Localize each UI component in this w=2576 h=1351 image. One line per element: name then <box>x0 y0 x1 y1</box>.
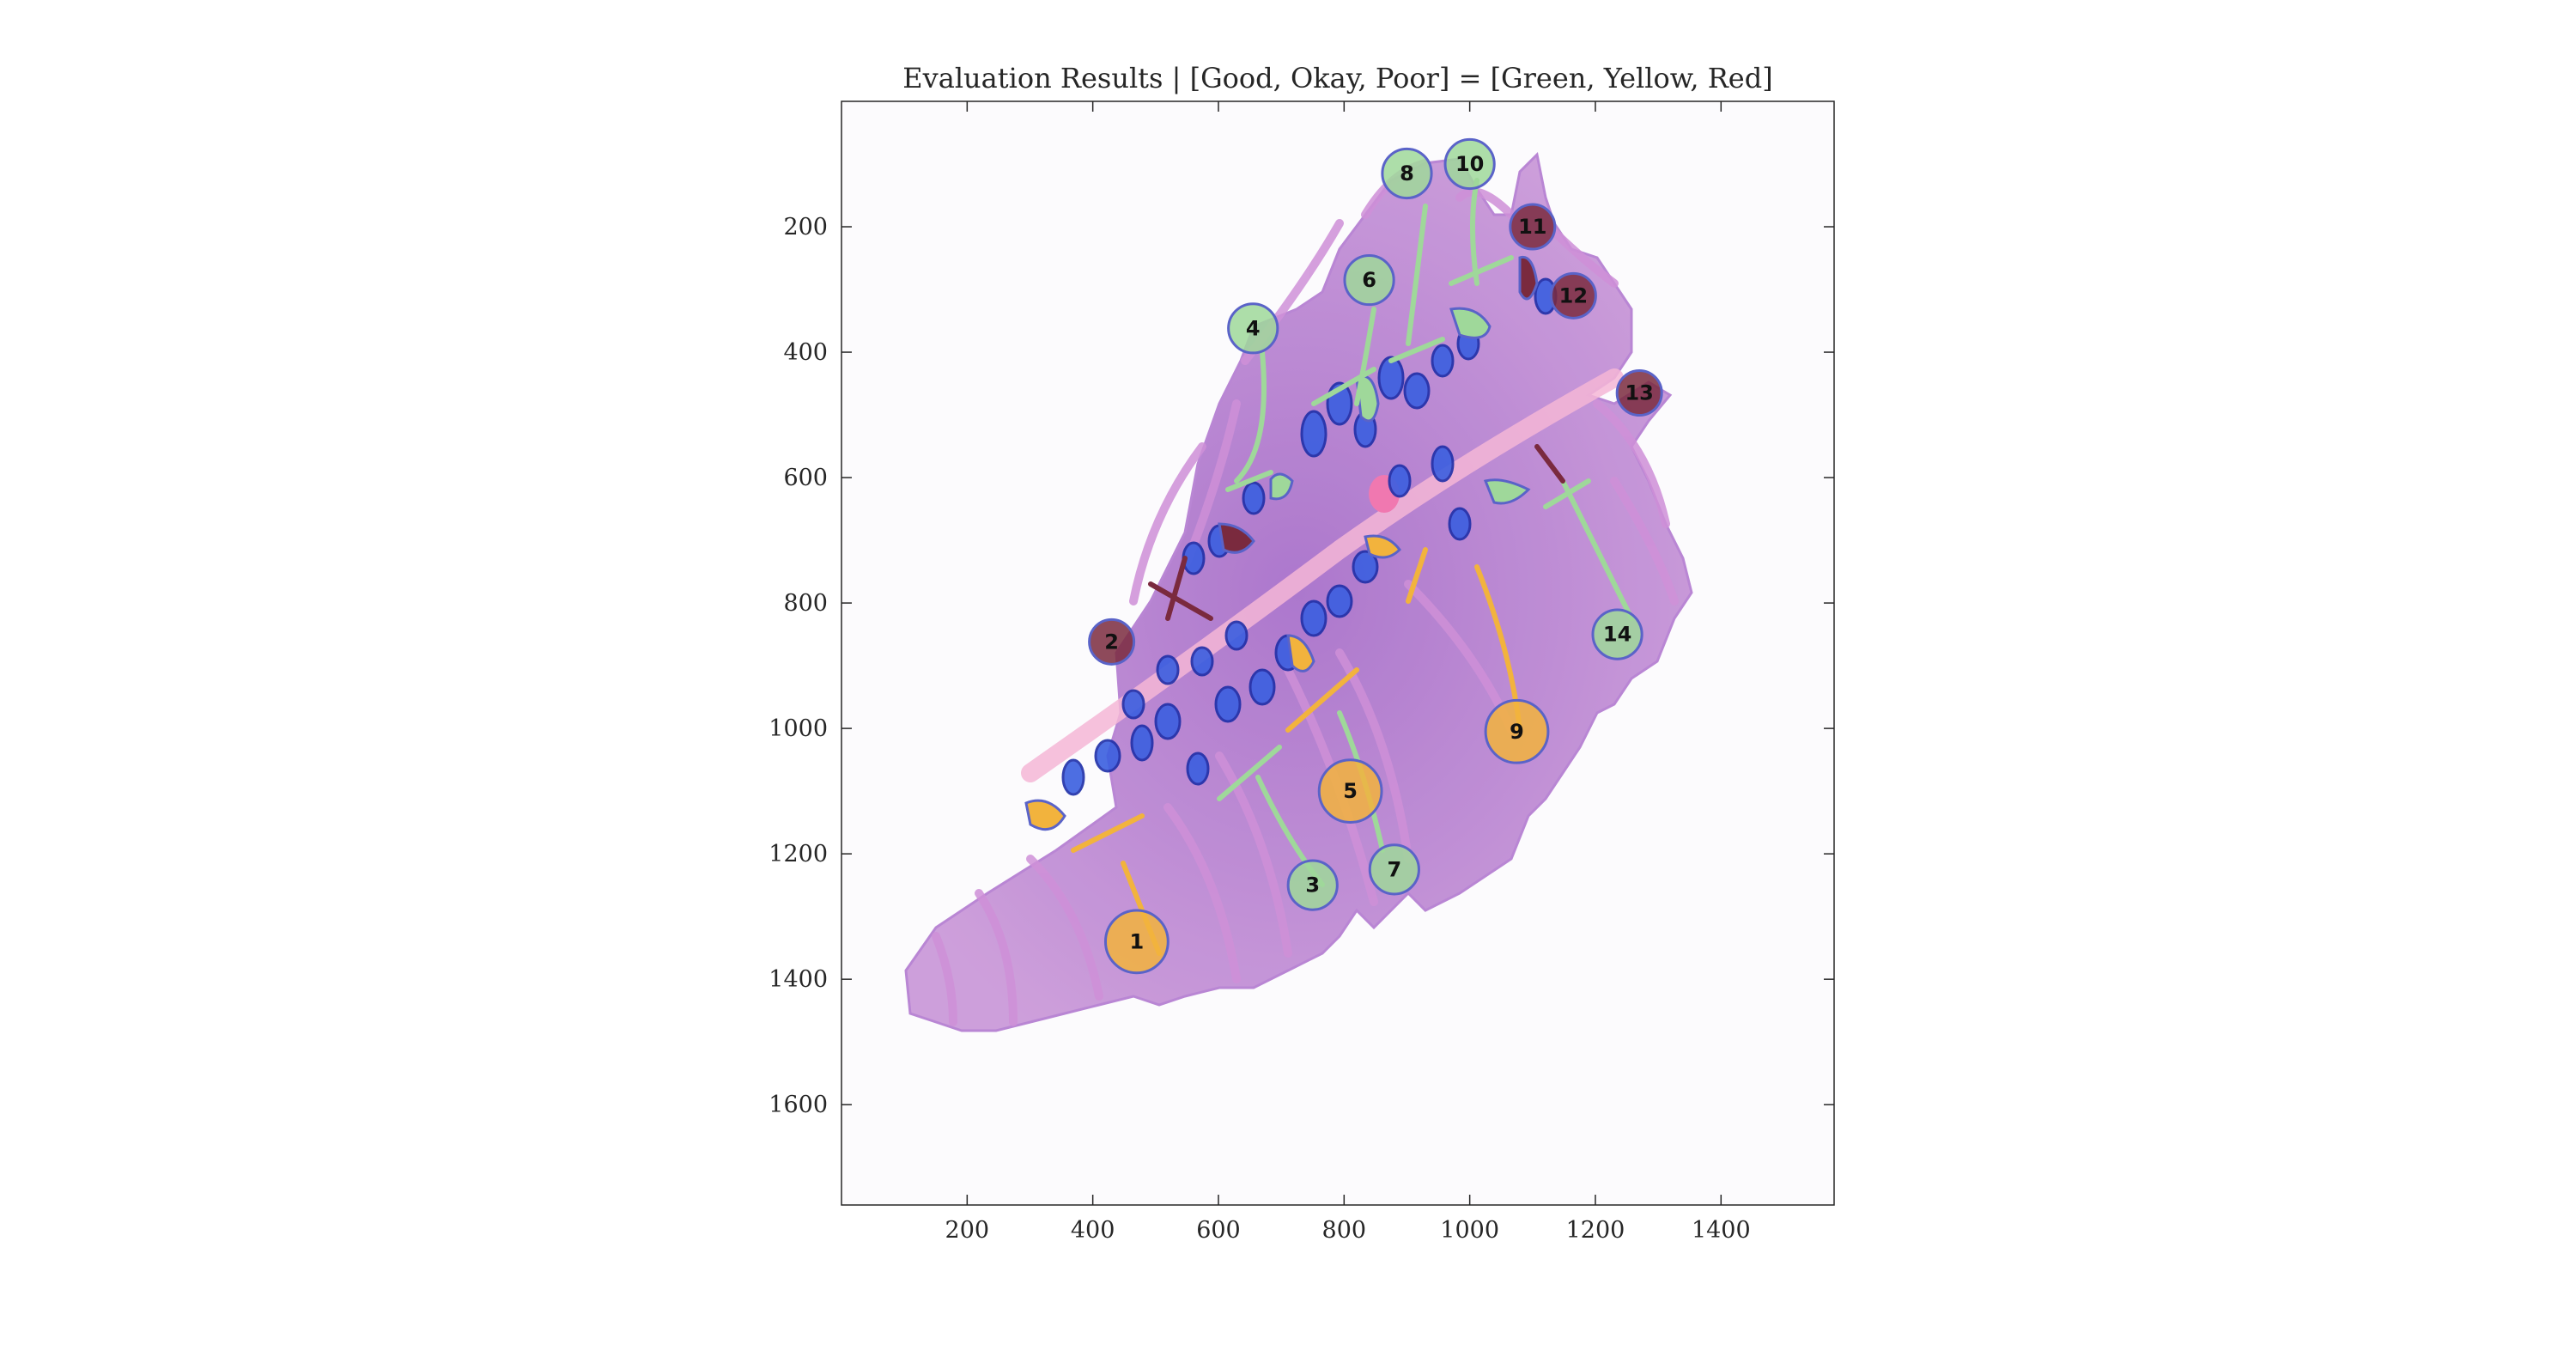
region-marker-14: 14 <box>1591 608 1643 660</box>
region-marker-9: 9 <box>1484 698 1550 764</box>
region-label: 10 <box>1455 152 1484 176</box>
y-tick-label: 1600 <box>769 1092 828 1118</box>
region-label: 14 <box>1603 623 1631 647</box>
rated-polygons <box>1024 255 1539 831</box>
region-circle <box>1368 843 1420 896</box>
x-tick-label: 400 <box>1071 1217 1115 1244</box>
x-tick-label: 800 <box>1322 1217 1367 1244</box>
region-label: 13 <box>1625 381 1653 405</box>
region-label: 9 <box>1510 720 1524 744</box>
region-circle <box>1591 608 1643 660</box>
region-marker-2: 2 <box>1088 618 1136 666</box>
x-axis-ticks: 200 400 600 800 1000 1200 1400 <box>945 101 1751 1244</box>
region-marker-6: 6 <box>1343 253 1395 307</box>
region-label: 3 <box>1305 873 1320 898</box>
y-tick-label: 800 <box>783 590 828 617</box>
region-label: 6 <box>1362 268 1376 292</box>
region-circle <box>1317 758 1383 825</box>
y-tick-label: 1200 <box>769 841 828 867</box>
region-marker-13: 13 <box>1615 369 1663 417</box>
region-label: 8 <box>1400 161 1414 186</box>
region-label: 1 <box>1130 929 1145 953</box>
crypt-regions <box>1061 277 1558 796</box>
region-marker-5: 5 <box>1317 758 1383 825</box>
region-label: 11 <box>1518 215 1546 239</box>
region-label: 12 <box>1559 283 1588 307</box>
region-circle <box>1227 302 1279 355</box>
region-circle <box>1509 203 1557 251</box>
y-tick-label: 600 <box>783 465 828 491</box>
x-tick-label: 600 <box>1196 1217 1241 1244</box>
figure-title: Evaluation Results | [Good, Okay, Poor] … <box>902 62 1772 94</box>
histology-image <box>904 151 1693 1032</box>
region-circle <box>1088 618 1136 666</box>
region-marker-8: 8 <box>1381 147 1433 200</box>
region-circle <box>1484 698 1550 764</box>
y-axis-ticks: 200 400 600 800 1000 1200 1400 1600 <box>769 214 1834 1118</box>
region-label: 2 <box>1104 630 1119 654</box>
y-tick-label: 1000 <box>769 715 828 742</box>
region-marker-7: 7 <box>1368 843 1420 896</box>
y-tick-label: 200 <box>783 214 828 240</box>
region-circle <box>1549 271 1597 319</box>
region-circle <box>1286 859 1339 911</box>
region-marker-4: 4 <box>1227 302 1279 355</box>
region-marker-10: 10 <box>1443 137 1496 191</box>
region-circle <box>1381 147 1433 200</box>
y-tick-label: 400 <box>783 339 828 366</box>
x-tick-label: 1000 <box>1440 1217 1499 1244</box>
x-tick-label: 200 <box>945 1217 990 1244</box>
axes-box <box>841 100 1835 1206</box>
x-tick-label: 1400 <box>1692 1217 1751 1244</box>
region-marker-3: 3 <box>1286 859 1339 911</box>
region-label: 4 <box>1246 316 1261 340</box>
x-tick-label: 1200 <box>1566 1217 1625 1244</box>
region-marker-1: 1 <box>1103 909 1170 975</box>
region-circle <box>1443 137 1496 191</box>
region-label: 7 <box>1387 857 1401 881</box>
y-tick-label: 1400 <box>769 966 828 993</box>
region-circle <box>1103 909 1170 975</box>
region-label: 5 <box>1343 779 1358 803</box>
region-marker-12: 12 <box>1549 271 1597 319</box>
region-marker-11: 11 <box>1509 203 1557 251</box>
region-circle <box>1615 369 1663 417</box>
region-circle <box>1343 253 1395 307</box>
